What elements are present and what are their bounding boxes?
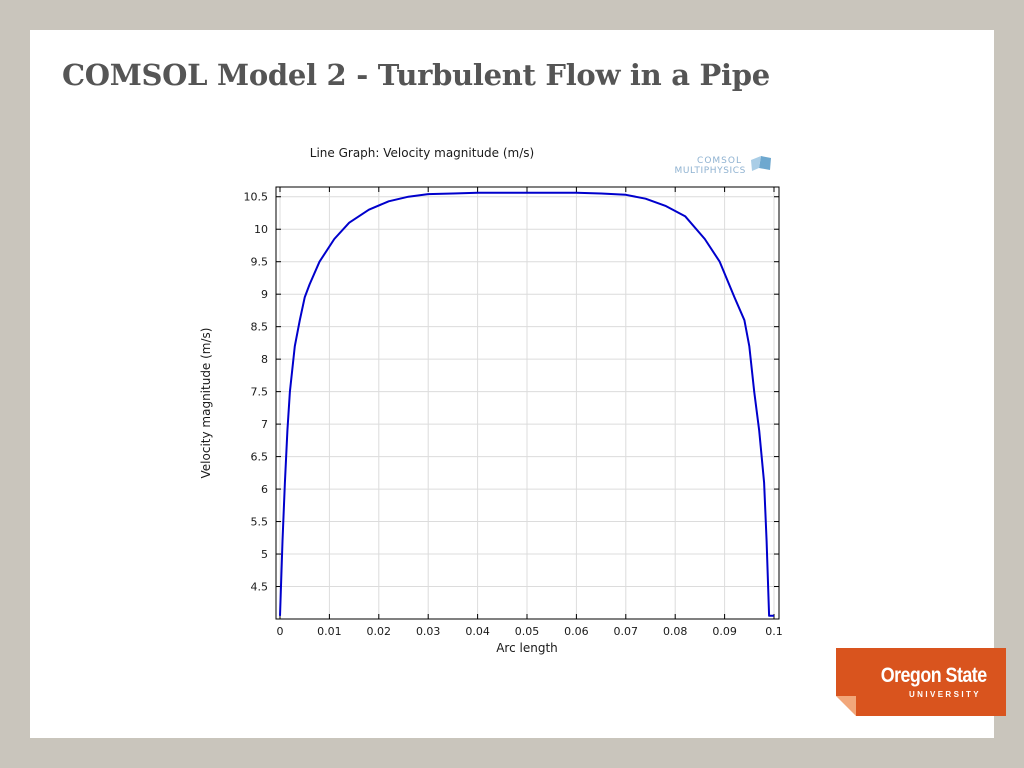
y-tick-label: 7: [261, 418, 268, 431]
x-tick-label: 0.05: [515, 625, 540, 638]
comsol-logo-line2: MULTIPHYSICS: [674, 166, 746, 176]
y-tick-label: 8.5: [251, 321, 269, 334]
y-tick-label: 6: [261, 483, 268, 496]
x-axis-label: Arc length: [496, 641, 558, 655]
y-tick-label: 5.5: [251, 516, 269, 529]
x-tick-label: 0.02: [367, 625, 392, 638]
slide-title: COMSOL Model 2 - Turbulent Flow in a Pip…: [62, 58, 770, 92]
y-tick-label: 5: [261, 548, 268, 561]
cube-icon: [751, 156, 771, 171]
y-tick-label: 10: [254, 223, 268, 236]
comsol-logo: COMSOL MULTIPHYSICS: [674, 156, 771, 176]
x-tick-label: 0.07: [614, 625, 639, 638]
logo-fold: [836, 696, 856, 716]
y-tick-label: 7.5: [251, 386, 269, 399]
x-tick-label: 0.09: [712, 625, 737, 638]
y-tick-label: 9.5: [251, 256, 269, 269]
y-tick-label: 8: [261, 353, 268, 366]
logo-subtitle: UNIVERSITY: [908, 690, 981, 699]
logo-name: Oregon State: [880, 664, 987, 687]
chart-grid: [276, 187, 779, 619]
y-axis-ticks: 4.5 5 5.5 6 6.5 7 7.5 8 8.5 9 9.5 10 10.5: [244, 191, 779, 594]
chart-title: Line Graph: Velocity magnitude (m/s): [310, 146, 534, 160]
velocity-profile-line: [279, 191, 774, 617]
oregon-state-logo: Oregon State UNIVERSITY: [836, 648, 1006, 718]
y-tick-label: 6.5: [251, 451, 269, 464]
x-tick-label: 0.1: [765, 625, 783, 638]
x-tick-label: 0.08: [663, 625, 688, 638]
x-tick-label: 0.01: [317, 625, 342, 638]
x-tick-label: 0.06: [564, 625, 589, 638]
x-tick-label: 0.03: [416, 625, 441, 638]
y-tick-label: 9: [261, 288, 268, 301]
y-tick-label: 10.5: [244, 191, 269, 204]
x-axis-ticks: 0 0.01 0.02 0.03 0.04 0.05 0.06 0.07 0.08 0.09 0.1: [277, 187, 783, 638]
x-tick-label: 0: [277, 625, 284, 638]
y-tick-label: 4.5: [251, 581, 269, 594]
x-tick-label: 0.04: [465, 625, 490, 638]
series-layer: [279, 191, 774, 617]
logo-badge: [836, 648, 1006, 716]
slide-panel: COMSOL Model 2 - Turbulent Flow in a Pip…: [30, 30, 994, 738]
comsol-logo-line1: COMSOL: [697, 156, 742, 166]
y-axis-label: Velocity magnitude (m/s): [199, 328, 213, 479]
